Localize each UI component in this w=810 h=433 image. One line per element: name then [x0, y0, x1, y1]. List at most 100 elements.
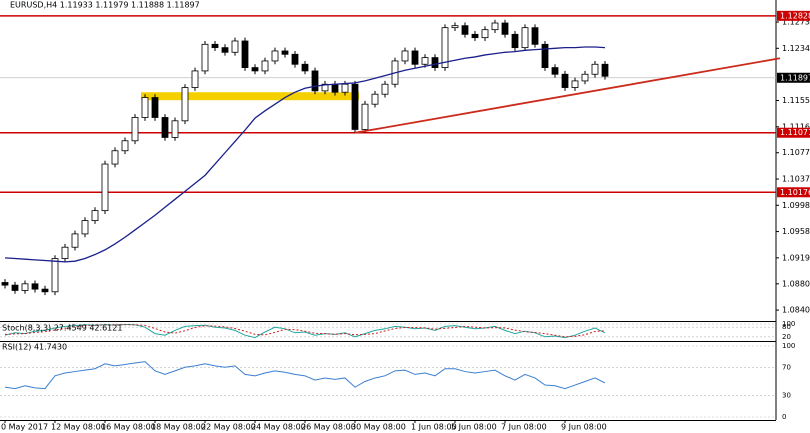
candle-body — [491, 22, 499, 31]
moving-average — [4, 46, 606, 263]
candle-body — [71, 233, 79, 248]
last-price-label: 1.11897 — [780, 73, 810, 82]
candle-body — [411, 50, 419, 65]
candle-body — [81, 220, 89, 235]
level-label: 1.12828 — [780, 11, 810, 20]
candle-body — [351, 83, 359, 130]
candle-body — [441, 27, 449, 68]
candle-body — [191, 70, 199, 88]
candle-body — [201, 43, 209, 72]
candle-body — [311, 70, 319, 92]
rsi-tick-label: 70 — [782, 363, 791, 371]
x-tick-label: 24 May 08:00 — [251, 423, 306, 432]
candle-body — [461, 25, 469, 35]
candle-body — [521, 27, 529, 49]
x-tick-label: 5 Jun 08:00 — [451, 423, 497, 432]
x-tick-label: 16 May 08:00 — [101, 423, 156, 432]
candle-body — [91, 210, 99, 222]
candle-body — [591, 63, 599, 75]
x-tick-label: 12 May 08:00 — [51, 423, 106, 432]
candle-body — [501, 22, 509, 35]
y-tick-label: 1.11160 — [782, 122, 810, 131]
candle-body — [361, 103, 369, 130]
last-price-tag — [777, 72, 810, 83]
level-tag — [777, 187, 810, 198]
candle-body — [1, 282, 9, 286]
y-tick-label: 1.09190 — [782, 253, 810, 262]
stoch-tick-label: 80 — [782, 323, 791, 331]
candle-body — [581, 73, 589, 82]
candle-body — [121, 140, 129, 152]
stoch-tick-label: 100 — [782, 320, 795, 328]
x-tick-label: 26 May 08:00 — [301, 423, 356, 432]
x-tick-label: 9 Jun 08:00 — [561, 423, 607, 432]
candle-body — [221, 47, 229, 53]
candle-body — [171, 120, 179, 138]
candle-body — [331, 83, 339, 93]
y-tick-label: 1.12735 — [782, 18, 810, 27]
candle-body — [11, 284, 19, 291]
y-tick-label: 1.08800 — [782, 279, 810, 288]
chart-title: EURUSD,H4 1.11933 1.11979 1.11888 1.1189… — [10, 1, 200, 10]
candle-body — [151, 97, 159, 118]
y-tick-label: 1.12340 — [782, 44, 810, 53]
candle-body — [421, 57, 429, 65]
x-tick-label: 22 May 08:00 — [201, 423, 256, 432]
level-label: 1.10176 — [780, 188, 810, 197]
support-zone — [141, 92, 359, 101]
rsi-tick-label: 30 — [782, 392, 791, 400]
candle-body — [131, 117, 139, 142]
candle-body — [481, 29, 489, 39]
candle-body — [51, 258, 59, 293]
candle-body — [41, 288, 49, 293]
y-tick-label: 1.10375 — [782, 175, 810, 184]
candle-body — [281, 50, 289, 55]
candle-body — [571, 80, 579, 88]
x-tick-label: 1 Jun 08:00 — [411, 423, 457, 432]
candle-body — [101, 163, 109, 212]
candle-body — [531, 27, 539, 45]
candle-body — [291, 53, 299, 65]
y-tick-label: 1.09585 — [782, 227, 810, 236]
candle-body — [141, 97, 149, 118]
candle-body — [301, 63, 309, 72]
candle-body — [381, 83, 389, 95]
candle-body — [551, 67, 559, 75]
x-tick-label: 30 May 08:00 — [351, 423, 406, 432]
candle-body — [21, 283, 29, 291]
candle-body — [61, 246, 69, 259]
candle-body — [161, 117, 169, 138]
candle-body — [321, 83, 329, 92]
candle-body — [451, 25, 459, 29]
trendline — [354, 57, 781, 134]
candle-body — [371, 93, 379, 105]
x-tick-label: 18 May 08:00 — [151, 423, 206, 432]
rsi-line — [4, 361, 606, 390]
rsi-tick-label: 0 — [782, 413, 786, 421]
y-tick-label: 1.11555 — [782, 96, 810, 105]
y-tick-label: 1.10770 — [782, 148, 810, 157]
level-label: 1.11071 — [780, 128, 810, 137]
rsi-label: RSI(12) 41.7430 — [2, 343, 67, 352]
candle-body — [111, 150, 119, 165]
candle-body — [31, 283, 39, 290]
candle-body — [271, 50, 279, 62]
stoch-signal — [4, 324, 606, 338]
candle-body — [231, 40, 239, 53]
stoch-label: Stoch(8,3,3) 27.4549 42.6121 — [2, 324, 122, 333]
candle-body — [341, 83, 349, 93]
candle-body — [241, 40, 249, 68]
level-tag — [777, 127, 810, 138]
candle-body — [181, 87, 189, 122]
candle-body — [401, 50, 409, 62]
candle-body — [431, 57, 439, 68]
stoch-tick-label: 20 — [782, 333, 791, 341]
candle-body — [561, 73, 569, 88]
y-tick-label: 1.08405 — [782, 306, 810, 315]
candle-body — [251, 67, 259, 72]
candle-body — [471, 33, 479, 39]
x-tick-label: 7 Jun 08:00 — [501, 423, 547, 432]
level-tag — [777, 10, 810, 21]
